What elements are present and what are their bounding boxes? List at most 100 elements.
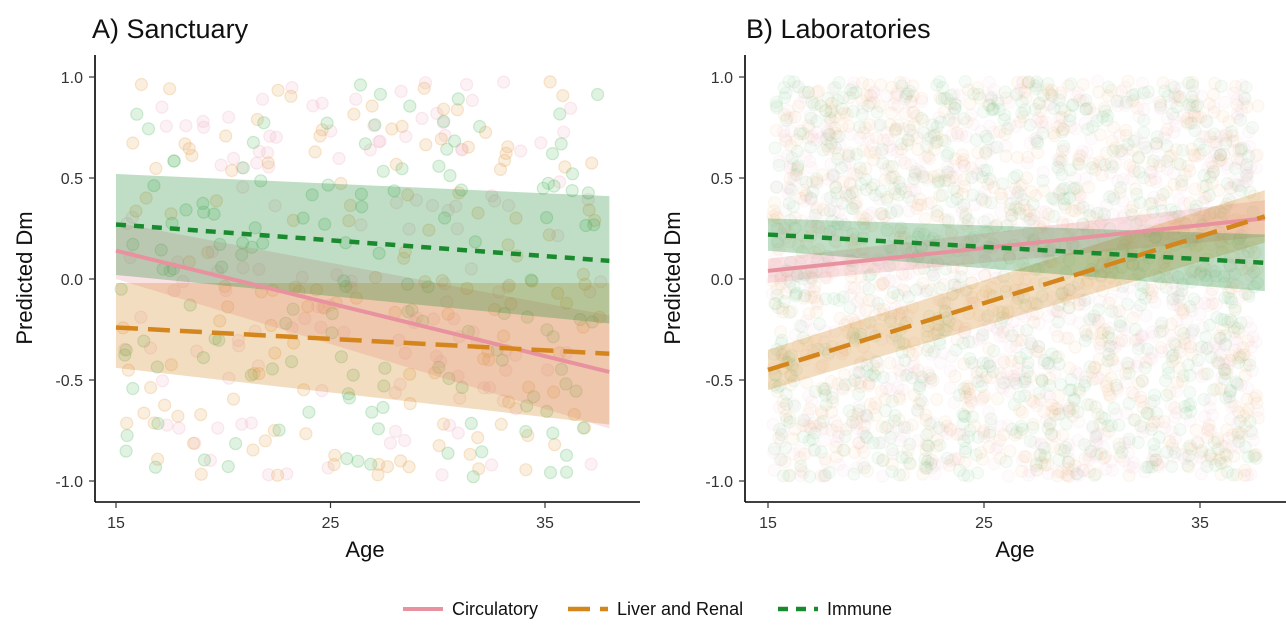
data-point-circulatory [1240,468,1255,482]
data-point-circulatory [882,140,896,154]
data-point-circulatory [1061,469,1075,483]
data-point-circulatory [911,405,925,419]
data-point-circulatory [981,143,996,157]
data-point-circulatory [943,422,958,436]
data-point-liver-and-renal [990,392,1005,406]
data-point-circulatory [262,468,276,482]
data-point-circulatory [842,155,857,170]
data-point-immune [1102,190,1117,204]
data-point-immune [1098,158,1112,172]
data-point-circulatory [1220,157,1234,171]
data-point-immune [1033,448,1048,462]
data-point-immune [1029,458,1043,472]
data-point-circulatory [196,114,210,129]
data-point-immune [957,434,971,448]
data-point-circulatory [949,98,964,112]
data-point-circulatory [886,447,900,461]
data-point-immune [1122,366,1136,380]
data-point-circulatory [1103,166,1118,180]
data-point-circulatory [1219,133,1233,147]
data-point-immune [903,437,917,451]
data-point-circulatory [1198,410,1212,424]
data-point-liver-and-renal [264,318,278,333]
data-point-circulatory [1088,313,1102,327]
data-point-circulatory [1164,96,1178,110]
data-point-immune [784,183,798,197]
data-point-immune [956,336,970,350]
data-point-circulatory [772,400,787,414]
data-point-immune [438,211,452,225]
data-point-circulatory [958,285,972,299]
data-point-immune [768,141,782,155]
data-point-immune [440,142,454,156]
data-point-circulatory [965,335,979,349]
data-point-circulatory [1167,450,1181,464]
data-point-immune [1021,356,1035,370]
data-point-liver-and-renal [976,391,990,405]
data-point-immune [848,373,862,387]
data-point-circulatory [1022,333,1037,348]
data-point-circulatory [1103,321,1117,335]
legend-label: Liver and Renal [617,599,743,619]
data-point-circulatory [1111,336,1126,350]
data-point-circulatory [1020,203,1034,217]
data-point-circulatory [1152,155,1166,169]
data-point-immune [1101,354,1115,368]
data-point-immune [1112,441,1127,455]
data-point-circulatory [875,469,890,483]
data-point-circulatory [921,197,935,211]
data-point-liver-and-renal [496,329,511,343]
y-tick-label: 0.5 [711,171,733,188]
data-point-circulatory [250,156,264,170]
data-point-circulatory [936,346,950,360]
data-point-immune [910,403,925,417]
data-point-immune [342,391,356,405]
data-point-circulatory [776,425,790,439]
panel-title: A) Sanctuary [92,14,249,44]
data-point-liver-and-renal [576,320,590,334]
data-point-circulatory [349,92,363,106]
data-point-circulatory [769,250,784,264]
data-point-circulatory [1197,208,1211,222]
data-point-liver-and-renal [502,278,516,292]
data-point-circulatory [804,215,819,229]
data-point-circulatory [1249,149,1263,163]
data-point-immune [1101,80,1116,94]
data-point-circulatory [879,89,894,103]
data-point-immune [1122,396,1136,411]
data-point-circulatory [1239,175,1253,189]
data-point-liver-and-renal [225,163,239,178]
data-point-circulatory [1182,336,1197,350]
data-point-immune [377,379,391,393]
data-point-circulatory [811,216,825,230]
data-point-circulatory [914,375,928,389]
data-point-circulatory [1227,143,1241,158]
data-point-immune [1220,176,1234,191]
data-point-circulatory [1160,162,1174,176]
data-point-immune [853,161,867,175]
data-point-circulatory [782,280,797,294]
data-point-immune [836,443,850,457]
data-point-circulatory [1090,372,1104,386]
data-point-circulatory [1122,281,1137,295]
data-point-liver-and-renal [543,75,557,89]
data-point-immune [970,466,985,480]
data-point-circulatory [280,467,294,481]
data-point-immune [1007,397,1022,411]
data-point-circulatory [894,153,908,167]
data-point-liver-and-renal [482,353,496,367]
data-point-circulatory [557,125,571,139]
data-point-circulatory [1211,151,1225,165]
data-point-circulatory [780,272,794,286]
data-point-circulatory [388,424,403,438]
data-point-circulatory [798,149,813,163]
data-point-liver-and-renal [1202,97,1217,111]
data-point-circulatory [1069,467,1083,481]
data-point-circulatory [1139,309,1153,323]
data-point-circulatory [897,225,911,240]
data-point-immune [1231,179,1245,193]
data-point-circulatory [774,435,788,449]
data-point-circulatory [820,192,834,206]
data-point-immune [167,154,181,168]
data-point-immune [197,205,211,219]
